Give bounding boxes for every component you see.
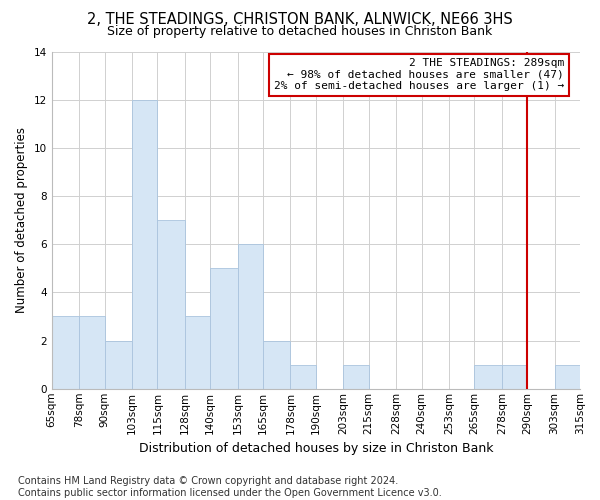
Y-axis label: Number of detached properties: Number of detached properties [15,127,28,313]
Bar [475,364,502,389]
Bar [290,364,316,389]
Bar [210,268,238,389]
Bar [502,364,527,389]
Bar [343,364,368,389]
Bar [238,244,263,389]
Text: 2, THE STEADINGS, CHRISTON BANK, ALNWICK, NE66 3HS: 2, THE STEADINGS, CHRISTON BANK, ALNWICK… [87,12,513,28]
Bar [263,340,290,389]
Bar [104,340,132,389]
Text: Contains HM Land Registry data © Crown copyright and database right 2024.
Contai: Contains HM Land Registry data © Crown c… [18,476,442,498]
Bar [157,220,185,389]
Bar [185,316,210,389]
Text: Size of property relative to detached houses in Christon Bank: Size of property relative to detached ho… [107,25,493,38]
X-axis label: Distribution of detached houses by size in Christon Bank: Distribution of detached houses by size … [139,442,493,455]
Bar [132,100,157,389]
Bar [52,316,79,389]
Bar [554,364,580,389]
Text: 2 THE STEADINGS: 289sqm
← 98% of detached houses are smaller (47)
2% of semi-det: 2 THE STEADINGS: 289sqm ← 98% of detache… [274,58,564,92]
Bar [79,316,104,389]
